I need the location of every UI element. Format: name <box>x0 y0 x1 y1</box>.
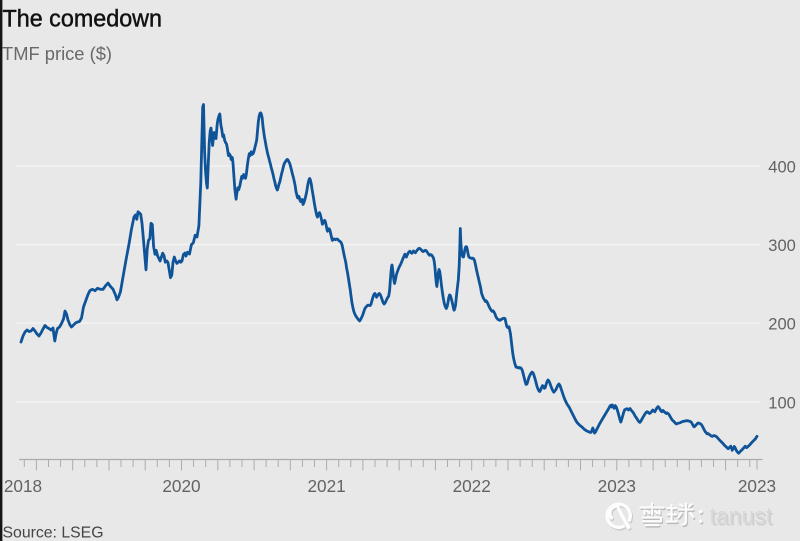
svg-text:2022: 2022 <box>453 476 491 496</box>
svg-text:200: 200 <box>768 316 796 334</box>
svg-text:400: 400 <box>768 159 796 177</box>
svg-text:TMF price ($): TMF price ($) <box>2 44 112 64</box>
svg-text:2018: 2018 <box>4 476 42 496</box>
svg-text:The comedown: The comedown <box>3 6 163 33</box>
svg-text:100: 100 <box>768 395 796 413</box>
svg-text:tanust: tanust <box>711 505 774 531</box>
svg-text:2021: 2021 <box>307 476 345 496</box>
svg-text:300: 300 <box>768 237 796 255</box>
svg-text:2023: 2023 <box>738 476 776 496</box>
svg-text:Source: LSEG: Source: LSEG <box>3 525 104 541</box>
svg-text:tanust: tanust <box>710 503 773 529</box>
svg-text:2020: 2020 <box>162 476 200 496</box>
svg-text:2023: 2023 <box>598 476 636 496</box>
